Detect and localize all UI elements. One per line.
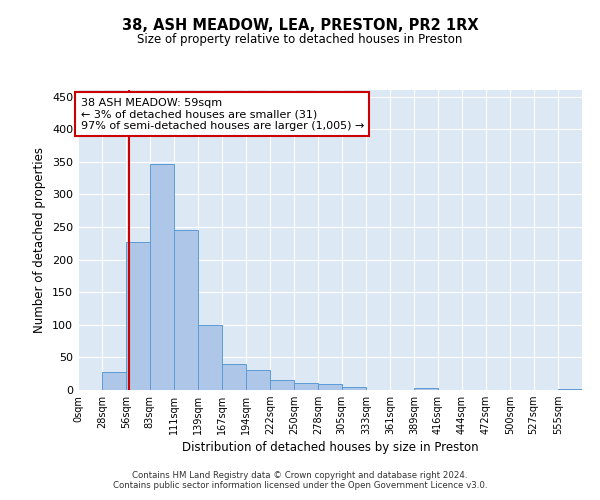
Bar <box>270 380 294 390</box>
X-axis label: Distribution of detached houses by size in Preston: Distribution of detached houses by size … <box>182 442 478 454</box>
Text: Contains HM Land Registry data © Crown copyright and database right 2024.
Contai: Contains HM Land Registry data © Crown c… <box>113 470 487 490</box>
Bar <box>294 384 319 390</box>
Text: 38 ASH MEADOW: 59sqm
← 3% of detached houses are smaller (31)
97% of semi-detach: 38 ASH MEADOW: 59sqm ← 3% of detached ho… <box>80 98 364 130</box>
Bar <box>174 230 198 390</box>
Bar <box>198 325 223 390</box>
Bar <box>127 242 150 390</box>
Y-axis label: Number of detached properties: Number of detached properties <box>34 147 46 333</box>
Bar <box>223 364 246 390</box>
Text: Size of property relative to detached houses in Preston: Size of property relative to detached ho… <box>137 32 463 46</box>
Bar <box>102 372 127 390</box>
Bar <box>150 164 174 390</box>
Text: 38, ASH MEADOW, LEA, PRESTON, PR2 1RX: 38, ASH MEADOW, LEA, PRESTON, PR2 1RX <box>122 18 478 32</box>
Bar <box>319 384 341 390</box>
Bar <box>246 370 270 390</box>
Bar <box>414 388 437 390</box>
Bar <box>341 388 366 390</box>
